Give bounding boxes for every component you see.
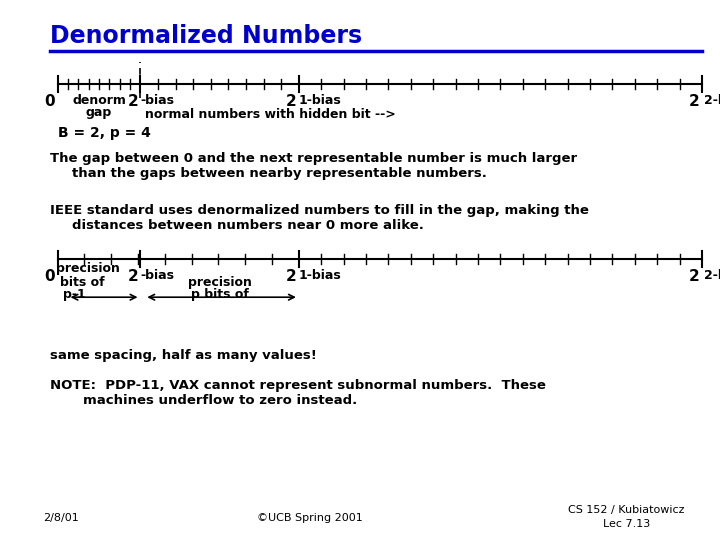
Text: precision: precision bbox=[188, 276, 251, 289]
Text: same spacing, half as many values!: same spacing, half as many values! bbox=[50, 349, 318, 362]
Text: 2: 2 bbox=[689, 269, 700, 284]
Text: distances between numbers near 0 more alike.: distances between numbers near 0 more al… bbox=[72, 219, 424, 232]
Text: p bits of: p bits of bbox=[191, 288, 248, 301]
Text: p-1: p-1 bbox=[63, 288, 86, 301]
Text: The gap between 0 and the next representable number is much larger: The gap between 0 and the next represent… bbox=[50, 152, 577, 165]
Text: CS 152 / Kubiatowicz: CS 152 / Kubiatowicz bbox=[568, 505, 685, 515]
Text: normal numbers with hidden bit -->: normal numbers with hidden bit --> bbox=[145, 107, 396, 121]
Text: 2: 2 bbox=[689, 94, 700, 109]
Text: 2: 2 bbox=[286, 94, 297, 109]
Text: 0: 0 bbox=[44, 94, 55, 109]
Text: -bias: -bias bbox=[140, 94, 174, 107]
Text: 2: 2 bbox=[127, 269, 138, 284]
Text: IEEE standard uses denormalized numbers to fill in the gap, making the: IEEE standard uses denormalized numbers … bbox=[50, 204, 589, 217]
Text: 2-bias: 2-bias bbox=[704, 94, 720, 107]
Text: 1-bias: 1-bias bbox=[299, 269, 341, 282]
Text: gap: gap bbox=[86, 106, 112, 119]
Text: ©UCB Spring 2001: ©UCB Spring 2001 bbox=[257, 514, 362, 523]
Text: 0: 0 bbox=[44, 269, 55, 284]
Text: bits of: bits of bbox=[60, 276, 104, 289]
Text: 2: 2 bbox=[127, 94, 138, 109]
Text: B = 2, p = 4: B = 2, p = 4 bbox=[58, 126, 150, 140]
Text: than the gaps between nearby representable numbers.: than the gaps between nearby representab… bbox=[72, 167, 487, 180]
Text: denorm: denorm bbox=[72, 94, 126, 107]
Text: precision: precision bbox=[55, 262, 120, 275]
Text: 2-bias: 2-bias bbox=[704, 269, 720, 282]
Text: NOTE:  PDP-11, VAX cannot represent subnormal numbers.  These: NOTE: PDP-11, VAX cannot represent subno… bbox=[50, 379, 546, 392]
Text: -bias: -bias bbox=[140, 269, 174, 282]
Text: 2: 2 bbox=[286, 269, 297, 284]
Text: Denormalized Numbers: Denormalized Numbers bbox=[50, 24, 363, 48]
Text: machines underflow to zero instead.: machines underflow to zero instead. bbox=[83, 394, 357, 407]
Text: 2/8/01: 2/8/01 bbox=[43, 514, 79, 523]
Text: Lec 7.13: Lec 7.13 bbox=[603, 519, 650, 529]
Text: 1-bias: 1-bias bbox=[299, 94, 341, 107]
